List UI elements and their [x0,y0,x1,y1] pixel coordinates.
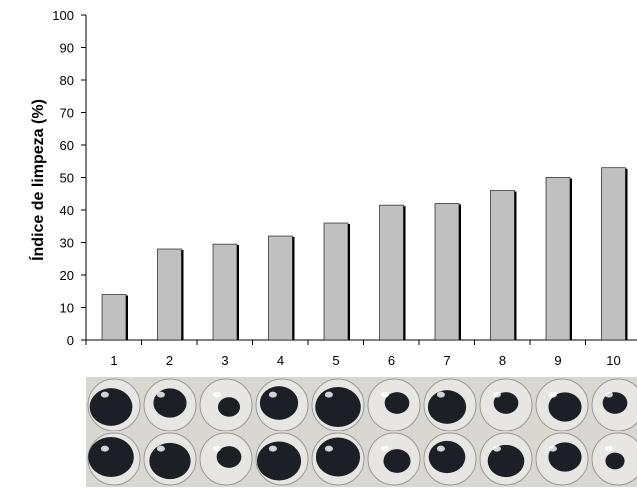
x-tick-label: 3 [221,353,228,368]
highlight [549,446,557,452]
ball-photo [534,431,590,487]
x-tick-label: 2 [166,353,173,368]
x-tick-label: 1 [110,353,117,368]
highlight [437,392,445,398]
highlight [213,392,221,398]
stain [605,453,624,470]
stain [488,445,525,477]
y-tick-label: 70 [60,106,74,121]
highlight [381,392,389,398]
stain [428,390,466,424]
ball-photo [478,377,534,433]
stain [218,397,240,416]
stain [429,441,466,473]
highlight [101,392,109,398]
highlight [269,392,277,398]
y-tick-label: 30 [60,236,74,251]
ball-photo [198,377,254,433]
ball-photo [310,377,366,433]
bar [102,295,126,341]
bar [546,178,570,341]
ball-photo [422,377,478,433]
highlight [605,446,613,452]
highlight [325,392,333,398]
stain [260,386,298,420]
x-tick-label: 6 [388,353,395,368]
ball-photo [310,431,366,487]
bar [269,236,293,340]
highlight [381,446,389,452]
y-tick-label: 0 [67,333,74,348]
stain [315,387,361,427]
ball-photo-strip [86,377,637,487]
chart-bars [102,168,628,340]
y-tick-label: 60 [60,138,74,153]
ball-photo [142,377,198,433]
ball-photo [254,431,310,487]
stain [316,438,360,477]
highlight [157,392,165,398]
x-tick-label: 5 [332,353,339,368]
highlight [101,446,109,452]
x-tick-label: 7 [443,353,450,368]
x-tick-label: 4 [277,353,284,368]
stain [149,443,190,479]
highlight [213,446,221,452]
bar [602,168,626,340]
ball-photo [422,431,478,487]
x-tick-label: 10 [606,353,620,368]
ball-photo [254,377,310,433]
stain [257,442,301,481]
stain [88,437,134,477]
ball-photo [198,431,254,487]
y-axis-ticks: 0 10 20 30 40 50 60 70 80 90 100 [52,8,86,348]
ball-photo [366,431,422,487]
highlight [549,392,557,398]
y-tick-label: 100 [52,8,74,23]
ball-photo [534,377,590,433]
stain [383,449,410,473]
stain [90,388,133,426]
y-axis-label: Índice de limpeza (%) [28,99,47,261]
ball-photo [366,377,422,433]
bar [491,191,515,341]
ball-photo [142,431,198,487]
y-tick-label: 10 [60,301,74,316]
y-tick-label: 20 [60,268,74,283]
ball-photo [86,431,142,487]
bar [324,223,348,340]
bar [213,244,237,340]
highlight [493,392,501,398]
y-tick-label: 40 [60,203,74,218]
bar [158,249,182,340]
highlight [493,446,501,452]
ball-photo [478,431,534,487]
y-tick-label: 80 [60,73,74,88]
highlight [269,446,277,452]
x-axis-ticks: 1 2 3 4 5 6 7 8 9 10 [86,340,621,368]
y-tick-label: 90 [60,41,74,56]
ball-photo [590,431,637,487]
ball-photo [590,377,637,433]
highlight [325,446,333,452]
highlight [157,446,165,452]
bar [435,204,459,341]
highlight [437,446,445,452]
ball-photo [86,377,142,433]
highlight [605,392,613,398]
y-tick-label: 50 [60,171,74,186]
x-tick-label: 9 [554,353,561,368]
bar [380,205,404,340]
x-tick-label: 8 [499,353,506,368]
